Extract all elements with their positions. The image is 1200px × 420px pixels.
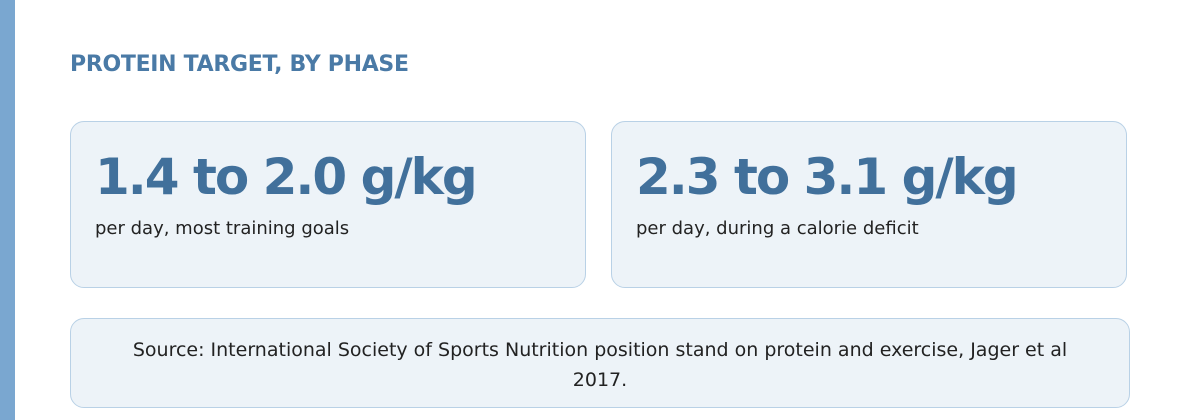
card-value: 2.3 to 3.1 g/kg bbox=[636, 148, 1019, 206]
accent-bar bbox=[0, 0, 15, 420]
card: 1.4 to 2.0 g/kg per day, most training g… bbox=[70, 121, 586, 288]
card-caption: per day, most training goals bbox=[95, 218, 350, 239]
card: 2.3 to 3.1 g/kg per day, during a calori… bbox=[611, 121, 1127, 288]
card-caption: per day, during a calorie deficit bbox=[636, 218, 919, 239]
card-value: 1.4 to 2.0 g/kg bbox=[95, 148, 478, 206]
source-note: Source: International Society of Sports … bbox=[70, 318, 1130, 408]
heading: PROTEIN TARGET, BY PHASE bbox=[70, 52, 409, 77]
